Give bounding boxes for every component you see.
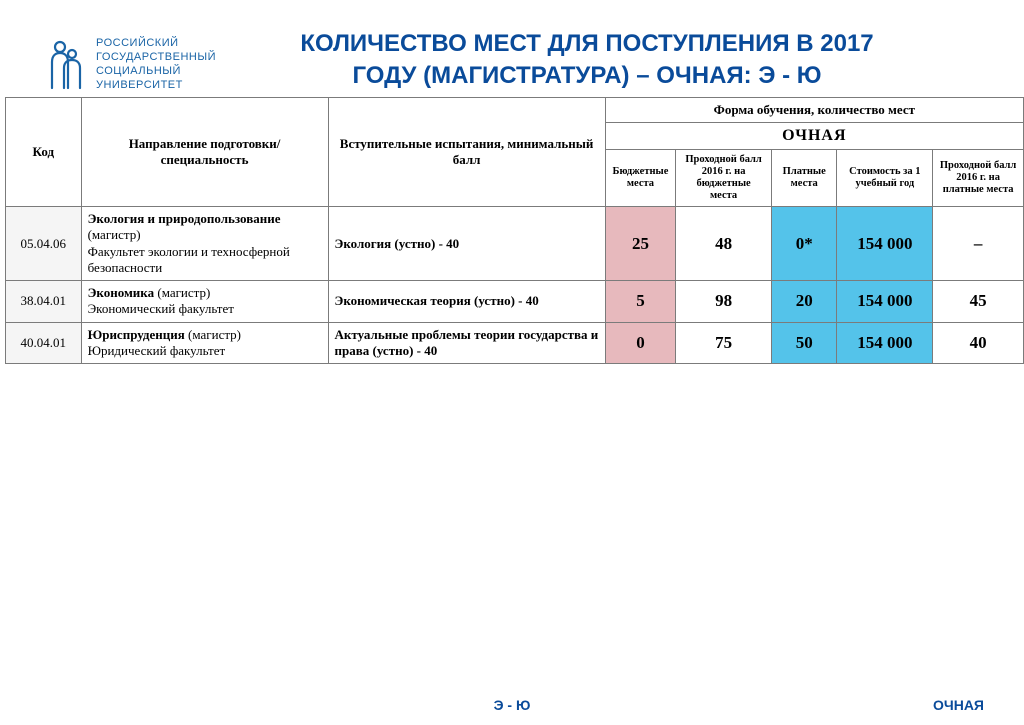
- cell-pass16-paid: 40: [933, 322, 1024, 364]
- col-paid: Платные места: [771, 149, 837, 206]
- col-pass16-budget: Проходной балл 2016 г. на бюджетные мест…: [676, 149, 772, 206]
- cell-exam: Актуальные проблемы теории государства и…: [328, 322, 605, 364]
- col-exam: Вступительные испытания, минимальный бал…: [328, 97, 605, 206]
- header-row-1: Код Направление подготовки/ специальност…: [6, 97, 1024, 122]
- cell-cost: 154 000: [837, 281, 933, 323]
- cell-code: 38.04.01: [6, 281, 82, 323]
- cell-budget: 0: [605, 322, 676, 364]
- cell-pass16-paid: 45: [933, 281, 1024, 323]
- cell-pass16-paid: –: [933, 207, 1024, 281]
- logo-line3: СОЦИАЛЬНЫЙ: [96, 65, 181, 77]
- admissions-table: Код Направление подготовки/ специальност…: [5, 97, 1024, 364]
- col-ochnaya: ОЧНАЯ: [605, 122, 1023, 149]
- cell-cost: 154 000: [837, 207, 933, 281]
- col-cost: Стоимость за 1 учебный год: [837, 149, 933, 206]
- col-name: Направление подготовки/ специальность: [81, 97, 328, 206]
- header: РОССИЙСКИЙ ГОСУДАРСТВЕННЫЙ СОЦИАЛЬНЫЙ УН…: [0, 0, 1024, 93]
- cell-budget: 25: [605, 207, 676, 281]
- logo: РОССИЙСКИЙ ГОСУДАРСТВЕННЫЙ СОЦИАЛЬНЫЙ УН…: [46, 36, 216, 92]
- logo-line2: ГОСУДАРСТВЕННЫЙ: [96, 51, 216, 63]
- cell-pass16-budget: 48: [676, 207, 772, 281]
- cell-exam: Экология (устно) - 40: [328, 207, 605, 281]
- logo-text: РОССИЙСКИЙ ГОСУДАРСТВЕННЫЙ СОЦИАЛЬНЫЙ УН…: [96, 36, 216, 92]
- cell-paid: 50: [771, 322, 837, 364]
- col-budget: Бюджетные места: [605, 149, 676, 206]
- col-pass16-paid: Проходной балл 2016 г. на платные места: [933, 149, 1024, 206]
- table-row: 40.04.01Юриспруденция (магистр)Юридическ…: [6, 322, 1024, 364]
- cell-paid: 0*: [771, 207, 837, 281]
- cell-name: Юриспруденция (магистр)Юридический факул…: [81, 322, 328, 364]
- footer: Э - Ю ОЧНАЯ: [0, 697, 1024, 713]
- cell-pass16-budget: 98: [676, 281, 772, 323]
- col-form-header: Форма обучения, количество мест: [605, 97, 1023, 122]
- cell-budget: 5: [605, 281, 676, 323]
- university-logo-icon: [46, 38, 86, 90]
- col-code: Код: [6, 97, 82, 206]
- logo-line1: РОССИЙСКИЙ: [96, 37, 179, 49]
- cell-cost: 154 000: [837, 322, 933, 364]
- cell-name: Экономика (магистр)Экономический факульт…: [81, 281, 328, 323]
- page-title: КОЛИЧЕСТВО МЕСТ ДЛЯ ПОСТУПЛЕНИЯ В 2017 Г…: [132, 28, 892, 93]
- cell-exam: Экономическая теория (устно) - 40: [328, 281, 605, 323]
- cell-code: 05.04.06: [6, 207, 82, 281]
- footer-center: Э - Ю: [494, 697, 531, 713]
- cell-paid: 20: [771, 281, 837, 323]
- logo-line4: УНИВЕРСИТЕТ: [96, 79, 183, 91]
- cell-pass16-budget: 75: [676, 322, 772, 364]
- cell-name: Экология и природопользование (магистр)Ф…: [81, 207, 328, 281]
- table-head: Код Направление подготовки/ специальност…: [6, 97, 1024, 206]
- cell-code: 40.04.01: [6, 322, 82, 364]
- table-body: 05.04.06Экология и природопользование (м…: [6, 207, 1024, 364]
- table-row: 05.04.06Экология и природопользование (м…: [6, 207, 1024, 281]
- table-row: 38.04.01Экономика (магистр)Экономический…: [6, 281, 1024, 323]
- footer-right: ОЧНАЯ: [933, 697, 984, 713]
